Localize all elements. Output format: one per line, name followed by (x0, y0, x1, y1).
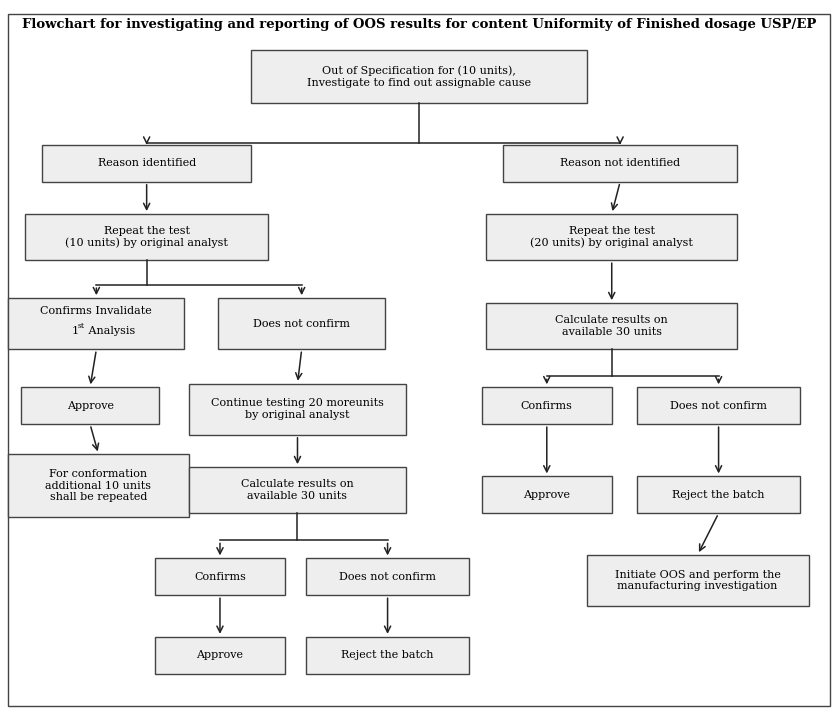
Bar (486, 303, 737, 349)
Bar (42, 145, 251, 182)
Bar (587, 555, 809, 606)
Bar (155, 637, 285, 674)
Text: Calculate results on
available 30 units: Calculate results on available 30 units (556, 315, 668, 337)
Text: Continue testing 20 moreunits
by original analyst: Continue testing 20 moreunits by origina… (211, 399, 384, 420)
Text: Confirms: Confirms (521, 401, 572, 411)
Bar (306, 637, 469, 674)
Bar (21, 387, 159, 424)
Text: Reject the batch: Reject the batch (341, 650, 434, 660)
Bar (8, 298, 184, 349)
Bar (189, 384, 406, 435)
Bar (637, 387, 800, 424)
Bar (155, 558, 285, 595)
Text: Out of Specification for (10 units),
Investigate to find out assignable cause: Out of Specification for (10 units), Inv… (307, 66, 531, 88)
Text: Approve: Approve (196, 650, 244, 660)
Text: Initiate OOS and perform the
manufacturing investigation: Initiate OOS and perform the manufacturi… (615, 570, 780, 591)
Text: Confirms Invalidate: Confirms Invalidate (40, 306, 153, 316)
Text: Repeat the test
(10 units) by original analyst: Repeat the test (10 units) by original a… (65, 226, 228, 248)
Text: st: st (78, 322, 85, 330)
Text: Repeat the test
(20 units) by original analyst: Repeat the test (20 units) by original a… (530, 226, 693, 248)
Bar (189, 467, 406, 513)
Bar (503, 145, 737, 182)
Bar (482, 387, 612, 424)
Text: For conformation
additional 10 units
shall be repeated: For conformation additional 10 units sha… (45, 469, 152, 502)
Text: Calculate results on
available 30 units: Calculate results on available 30 units (241, 479, 354, 501)
Bar (25, 214, 268, 260)
Bar (486, 214, 737, 260)
Bar (306, 558, 469, 595)
Text: Does not confirm: Does not confirm (253, 319, 350, 329)
Text: Reason identified: Reason identified (97, 158, 196, 168)
Bar (482, 476, 612, 513)
Text: Reason not identified: Reason not identified (560, 158, 680, 168)
Text: Does not confirm: Does not confirm (670, 401, 767, 411)
Bar (8, 454, 189, 517)
Text: 1: 1 (71, 326, 79, 336)
Bar (251, 50, 587, 103)
Bar (637, 476, 800, 513)
Text: Approve: Approve (523, 490, 571, 500)
Text: Flowchart for investigating and reporting of OOS results for content Uniformity : Flowchart for investigating and reportin… (22, 18, 816, 31)
Text: Confirms: Confirms (194, 572, 246, 582)
Bar (218, 298, 385, 349)
Text: Approve: Approve (66, 401, 114, 411)
Text: Analysis: Analysis (85, 326, 136, 336)
Text: Does not confirm: Does not confirm (339, 572, 436, 582)
Text: Reject the batch: Reject the batch (672, 490, 765, 500)
